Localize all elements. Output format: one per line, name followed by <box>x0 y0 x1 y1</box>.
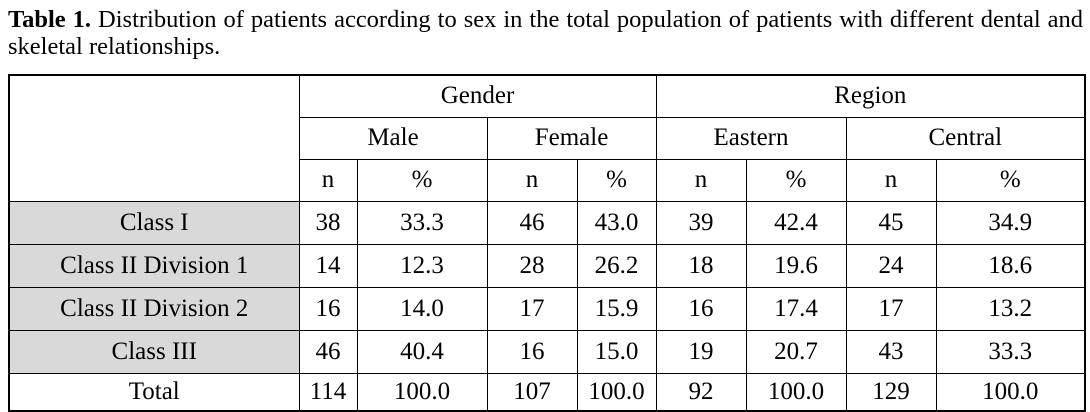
header-region: Region <box>655 74 1086 118</box>
caption-label: Table 1. <box>8 6 92 33</box>
header-central: Central <box>845 116 1086 160</box>
table-cell: 15.9 <box>576 286 657 331</box>
caption-text: Distribution of patients according to se… <box>8 6 1083 60</box>
table-cell: 20.7 <box>745 329 847 374</box>
header-corner-cell <box>8 74 300 202</box>
table-row: Class I 38 33.3 46 43.0 39 42.4 45 34.9 <box>8 200 1086 245</box>
row-label: Class II Division 2 <box>8 286 300 331</box>
table-cell: 43.0 <box>576 200 657 245</box>
table-cell: 13.2 <box>935 286 1086 331</box>
table-cell: 107 <box>486 372 578 412</box>
table-cell: 45 <box>845 200 937 245</box>
table-cell: 33.3 <box>356 200 488 245</box>
row-label: Class III <box>8 329 300 374</box>
table-cell: 100.0 <box>576 372 657 412</box>
header-stat: n <box>298 158 358 202</box>
header-gender: Gender <box>298 74 657 118</box>
table-cell: 43 <box>845 329 937 374</box>
row-label-total: Total <box>8 372 300 412</box>
table-cell: 14 <box>298 243 358 288</box>
header-eastern: Eastern <box>655 116 847 160</box>
table-cell: 17 <box>486 286 578 331</box>
header-stat: n <box>486 158 578 202</box>
table-cell: 16 <box>298 286 358 331</box>
table-cell: 18.6 <box>935 243 1086 288</box>
table-cell: 16 <box>486 329 578 374</box>
table-cell: 42.4 <box>745 200 847 245</box>
row-label: Class I <box>8 200 300 245</box>
header-female: Female <box>486 116 657 160</box>
table-row: Class II Division 2 16 14.0 17 15.9 16 1… <box>8 286 1086 331</box>
table-row: Class II Division 1 14 12.3 28 26.2 18 1… <box>8 243 1086 288</box>
table-cell: 24 <box>845 243 937 288</box>
table-cell: 17.4 <box>745 286 847 331</box>
table-cell: 46 <box>486 200 578 245</box>
table-cell: 46 <box>298 329 358 374</box>
table-cell: 39 <box>655 200 747 245</box>
header-male: Male <box>298 116 488 160</box>
table-cell: 26.2 <box>576 243 657 288</box>
table-cell: 129 <box>845 372 937 412</box>
row-label: Class II Division 1 <box>8 243 300 288</box>
table-cell: 100.0 <box>935 372 1086 412</box>
table-cell: 38 <box>298 200 358 245</box>
table-caption: Table 1. Distribution of patients accord… <box>8 6 1083 60</box>
table-cell: 92 <box>655 372 747 412</box>
table-cell: 100.0 <box>356 372 488 412</box>
table-cell: 19 <box>655 329 747 374</box>
table-cell: 17 <box>845 286 937 331</box>
header-stat: n <box>845 158 937 202</box>
header-stat: n <box>655 158 747 202</box>
table-cell: 14.0 <box>356 286 488 331</box>
header-stat: % <box>935 158 1086 202</box>
header-stat: % <box>576 158 657 202</box>
header-stat: % <box>745 158 847 202</box>
header-stat: % <box>356 158 488 202</box>
table-cell: 28 <box>486 243 578 288</box>
table-cell: 114 <box>298 372 358 412</box>
table-row-total: Total 114 100.0 107 100.0 92 100.0 129 1… <box>8 372 1086 412</box>
table-cell: 100.0 <box>745 372 847 412</box>
table-cell: 40.4 <box>356 329 488 374</box>
table-cell: 18 <box>655 243 747 288</box>
table-cell: 19.6 <box>745 243 847 288</box>
table-cell: 16 <box>655 286 747 331</box>
table-cell: 33.3 <box>935 329 1086 374</box>
table-row: Class III 46 40.4 16 15.0 19 20.7 43 33.… <box>8 329 1086 374</box>
table-cell: 34.9 <box>935 200 1086 245</box>
header-row-groups: Gender Region <box>8 74 1086 202</box>
data-table: Gender Region Male Female Eastern Centra… <box>8 74 1087 412</box>
table-cell: 12.3 <box>356 243 488 288</box>
table-cell: 15.0 <box>576 329 657 374</box>
